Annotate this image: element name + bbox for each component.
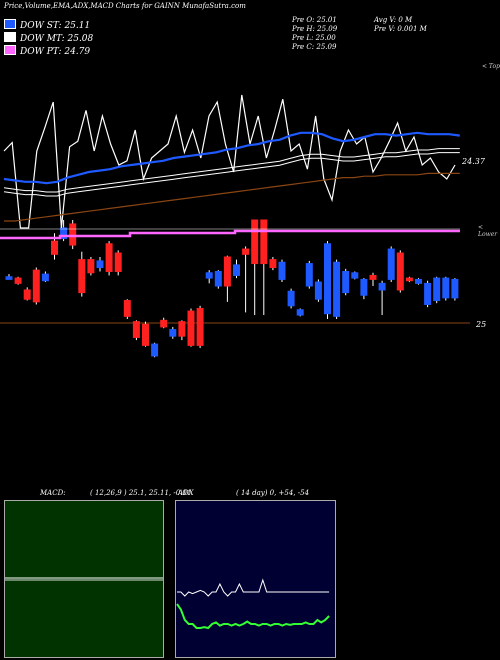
candle-body	[333, 261, 341, 317]
ema-mid-line	[3, 148, 460, 193]
candle-body	[360, 278, 368, 296]
price-chart	[0, 94, 470, 358]
candle-body	[214, 270, 222, 287]
candle-body	[223, 256, 231, 287]
legend-dow-mt: DOW MT: 25.08	[4, 32, 93, 44]
candle-body	[151, 343, 159, 357]
candle-body	[142, 323, 149, 346]
base-price-label: 25	[476, 320, 487, 329]
candle-body	[424, 282, 432, 305]
candle-body	[451, 278, 459, 299]
candle-body	[169, 329, 177, 337]
candle-body	[60, 227, 68, 239]
ema-mid-line-2	[3, 152, 460, 197]
candle-body	[314, 281, 322, 300]
candle-body	[205, 272, 213, 279]
candle-body	[415, 278, 422, 284]
candle-body	[378, 282, 386, 291]
macd-params: ( 12,26,9 ) 25.1, 25.11, -0.01	[90, 489, 192, 497]
candle-body	[242, 248, 250, 255]
candle-body	[324, 243, 331, 315]
candle-body	[442, 277, 450, 299]
legend-swatch-mt	[4, 32, 16, 42]
legend-dow-pt: DOW PT: 24.79	[4, 45, 90, 57]
candle-body	[114, 252, 122, 272]
prev-low: Pre L: 25.00	[292, 34, 336, 42]
candle-body	[69, 223, 77, 246]
prev-close: Pre C: 25.09	[292, 43, 337, 51]
candle-body	[178, 321, 186, 337]
candle-body	[278, 261, 286, 280]
legend-swatch-st	[4, 19, 16, 29]
candle-body	[51, 240, 58, 255]
candle-body	[405, 277, 413, 282]
candle-body	[32, 269, 40, 303]
candle-body	[233, 264, 240, 276]
candle-body	[78, 259, 86, 294]
pt-line	[0, 229, 460, 240]
macd-panel	[4, 500, 164, 658]
candle-body	[5, 276, 13, 280]
candle-body	[342, 270, 350, 294]
candle-body	[132, 321, 140, 338]
adx-params: ( 14 day) 0, +54, -54	[236, 489, 310, 497]
ema-long-line	[4, 172, 460, 222]
macd-title: MACD:	[40, 489, 66, 497]
candle-body	[269, 259, 277, 269]
close-line	[3, 94, 456, 229]
candle-body	[105, 243, 113, 272]
ema-short-line	[3, 131, 460, 185]
legend-dow-st: DOW ST: 25.11	[4, 19, 90, 31]
candle-body	[23, 289, 31, 300]
chart-title: Price,Volume,EMA,ADX,MACD Charts for GAI…	[4, 2, 246, 10]
candle-body	[260, 219, 268, 265]
prev-open: Pre O: 25.01	[292, 16, 337, 24]
adx-panel	[175, 500, 336, 658]
adx-title: ADX	[178, 489, 194, 497]
candle-body	[351, 272, 359, 279]
candle-body	[296, 309, 304, 316]
prev-high: Pre H: 25.09	[292, 25, 338, 33]
prev-volume: Pre V: 0.001 M	[374, 25, 427, 33]
candle-body	[187, 310, 195, 346]
top-label: < Top	[482, 63, 500, 70]
candle-body	[305, 263, 313, 287]
candle-body	[396, 252, 404, 291]
price-label: 24.37	[462, 157, 485, 166]
adx-line	[177, 578, 330, 597]
adx-plus-line	[176, 603, 330, 630]
avg-volume: Avg V: 0 M	[374, 16, 413, 24]
candle-body	[196, 307, 204, 346]
lower-label: < Lower	[478, 224, 498, 238]
candle-body	[160, 319, 168, 328]
candle-body	[387, 248, 395, 280]
candle-body	[369, 274, 377, 280]
candle-body	[287, 290, 295, 307]
candle-body	[87, 259, 95, 274]
candle-body	[123, 300, 131, 317]
candle-body	[96, 260, 104, 269]
candle-body	[433, 277, 441, 302]
candle-body	[251, 219, 259, 265]
legend-swatch-pt	[4, 45, 16, 55]
candle-body	[41, 273, 49, 282]
candle-body	[14, 277, 22, 284]
